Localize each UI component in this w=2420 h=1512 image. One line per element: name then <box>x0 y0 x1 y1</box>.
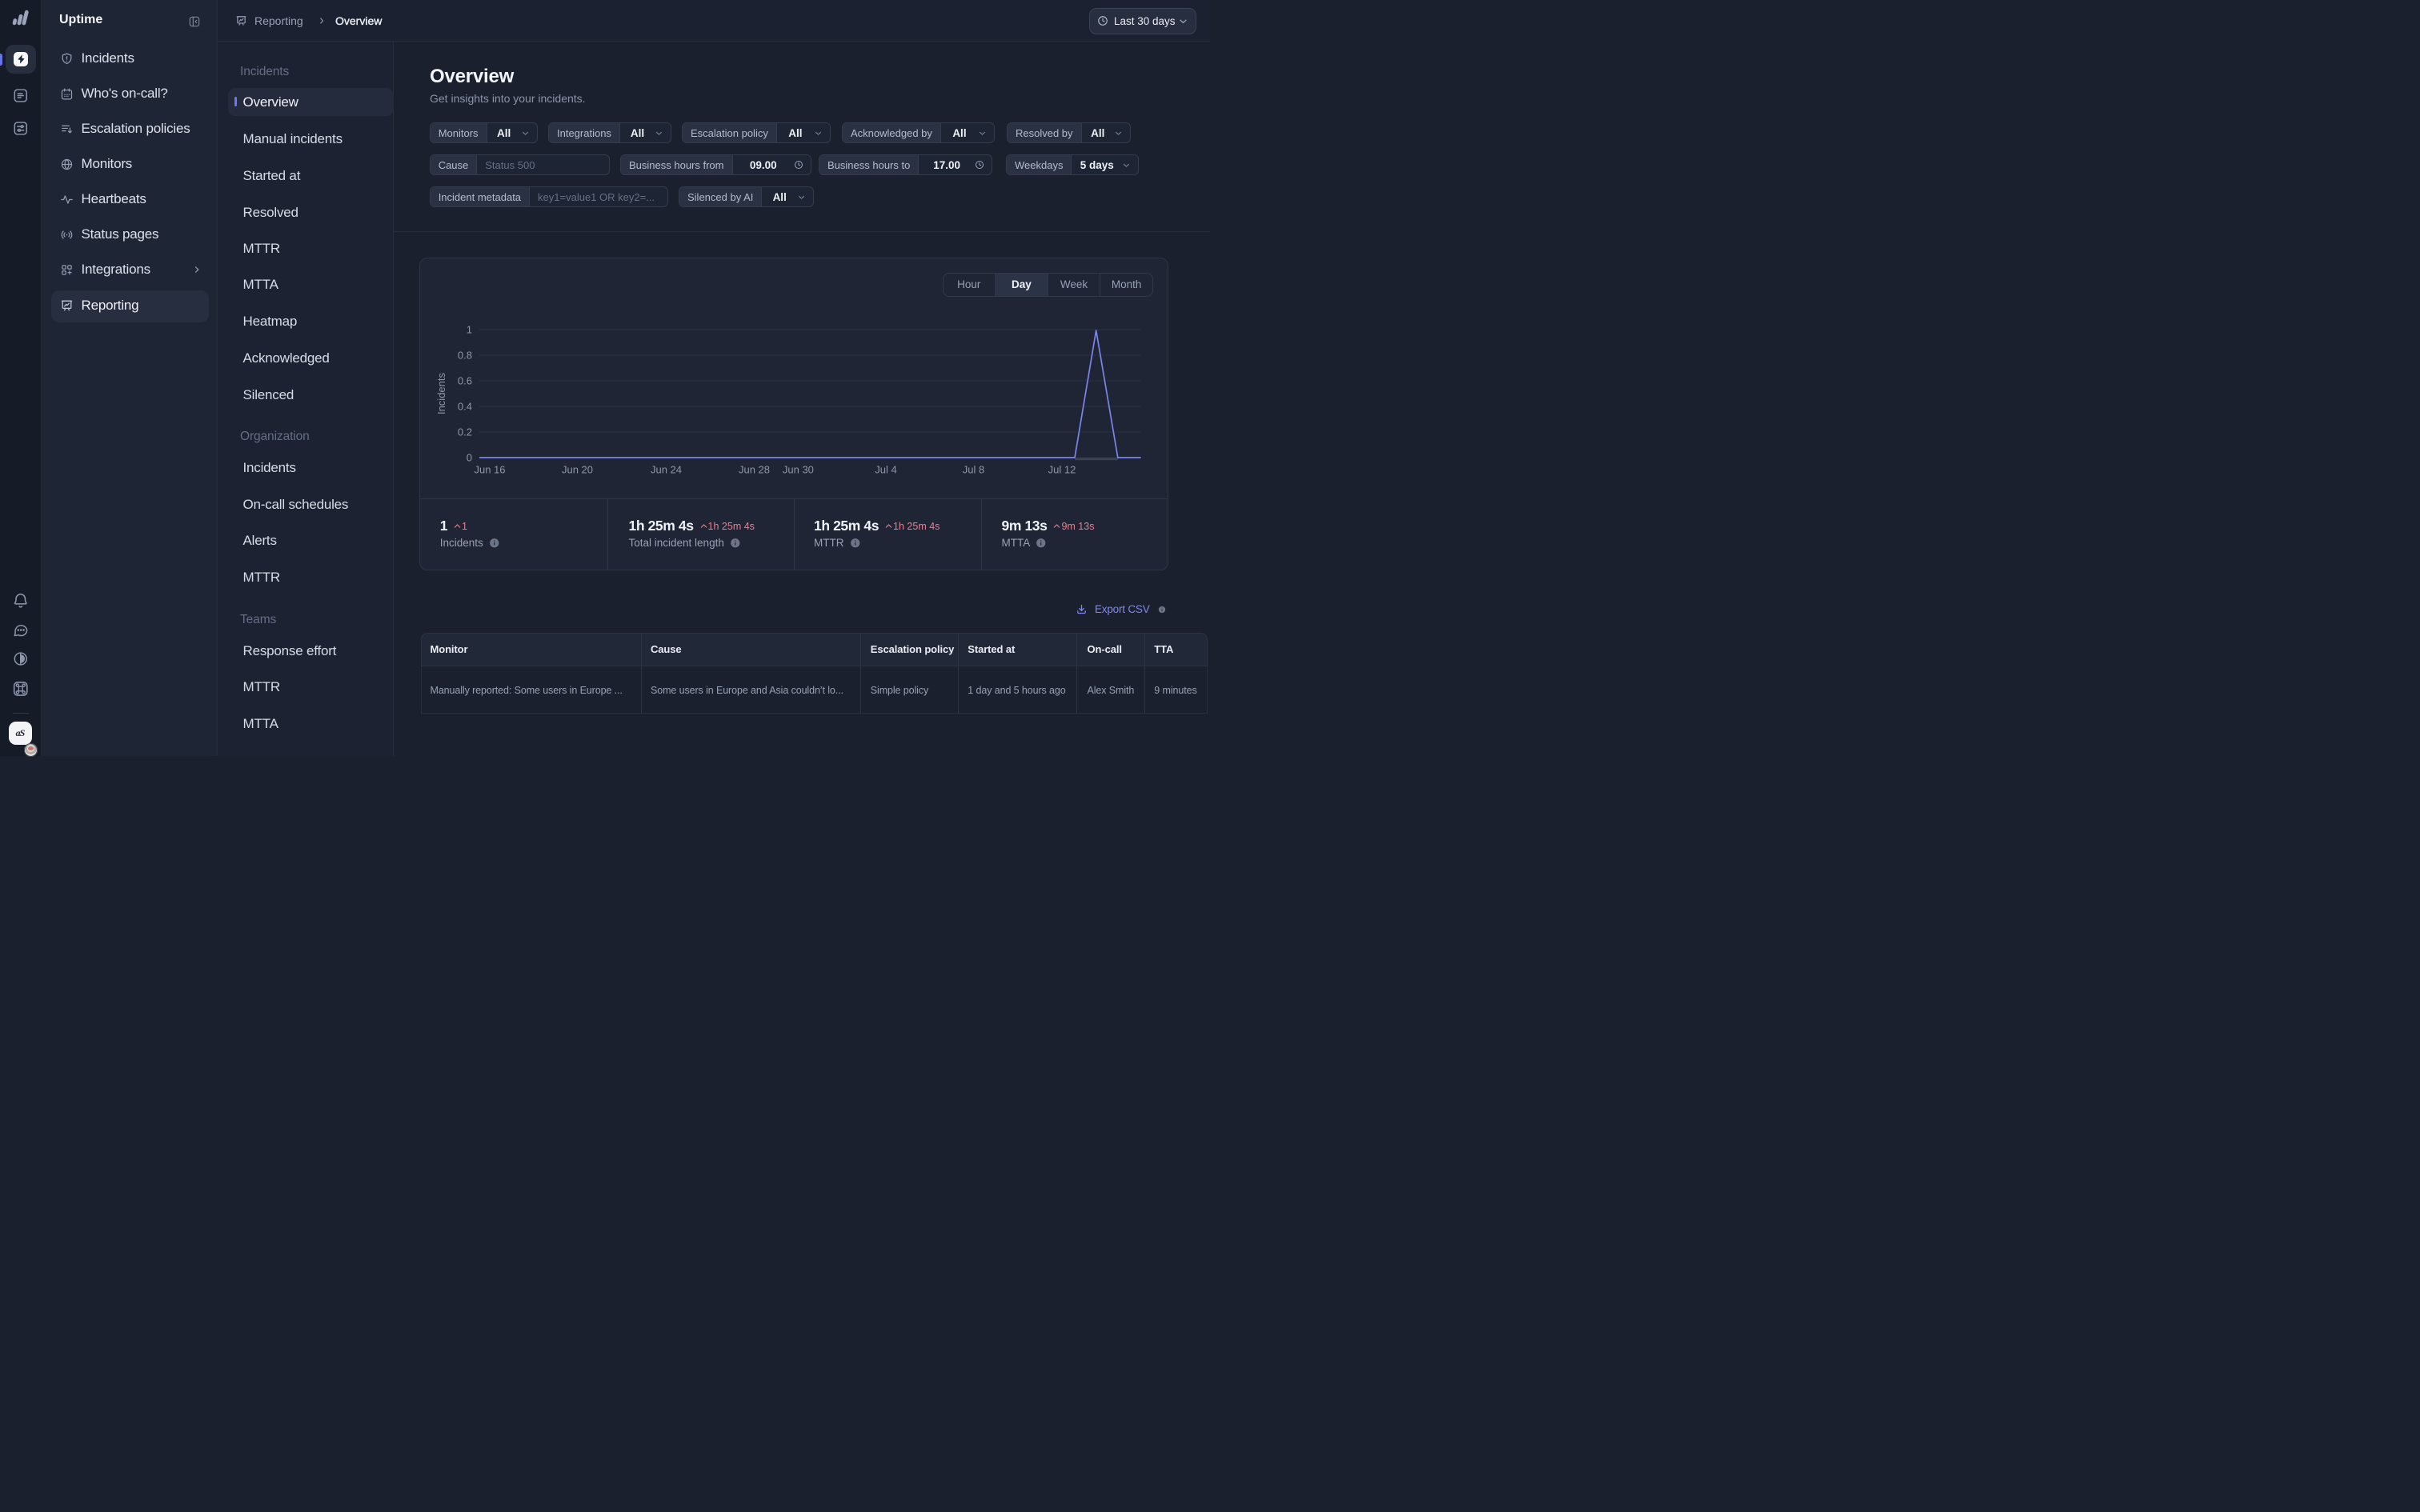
svg-text:Jul 8: Jul 8 <box>963 464 984 476</box>
svg-text:Jun 20: Jun 20 <box>562 464 593 476</box>
svg-text:Incidents: Incidents <box>435 372 447 414</box>
svg-text:1: 1 <box>467 324 472 336</box>
svg-text:0: 0 <box>467 452 472 464</box>
svg-text:Jul 12: Jul 12 <box>1048 464 1076 476</box>
svg-text:0.6: 0.6 <box>458 375 472 387</box>
svg-text:Jul 4: Jul 4 <box>875 464 896 476</box>
svg-text:0.2: 0.2 <box>458 426 472 438</box>
svg-text:Jun 28: Jun 28 <box>739 464 770 476</box>
svg-text:Jun 30: Jun 30 <box>783 464 814 476</box>
svg-text:Jun 24: Jun 24 <box>651 464 682 476</box>
svg-text:0.8: 0.8 <box>458 350 472 362</box>
svg-text:Jun 16: Jun 16 <box>474 464 505 476</box>
svg-text:0.4: 0.4 <box>458 401 472 413</box>
